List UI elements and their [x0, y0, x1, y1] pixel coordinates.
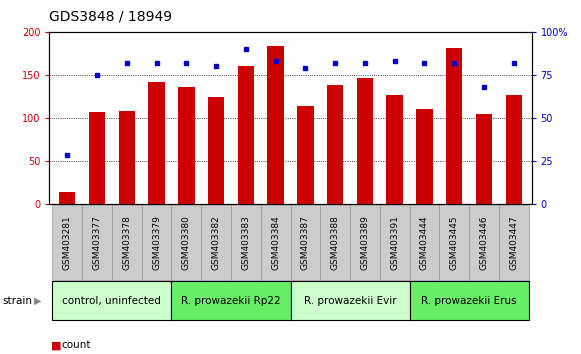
Text: GSM403379: GSM403379	[152, 215, 161, 270]
Text: GSM403377: GSM403377	[92, 215, 102, 270]
Bar	[505, 95, 522, 204]
Text: GSM403387: GSM403387	[301, 215, 310, 270]
Bar	[416, 109, 433, 204]
Text: GSM403445: GSM403445	[450, 215, 459, 270]
Bar	[476, 114, 492, 204]
Bar	[446, 48, 462, 204]
Text: GSM403444: GSM403444	[420, 215, 429, 270]
Text: ▶: ▶	[34, 296, 41, 306]
Bar	[148, 82, 165, 204]
Text: GDS3848 / 18949: GDS3848 / 18949	[49, 9, 173, 23]
Text: control, uninfected: control, uninfected	[63, 296, 162, 306]
Text: GSM403391: GSM403391	[390, 215, 399, 270]
Text: GSM403389: GSM403389	[360, 215, 370, 270]
Text: ■: ■	[51, 340, 62, 350]
Bar	[297, 106, 314, 204]
Bar	[386, 95, 403, 204]
Text: R. prowazekii Rp22: R. prowazekii Rp22	[181, 296, 281, 306]
Text: GSM403380: GSM403380	[182, 215, 191, 270]
Text: GSM403384: GSM403384	[271, 215, 280, 270]
Text: count: count	[61, 340, 91, 350]
Text: R. prowazekii Erus: R. prowazekii Erus	[421, 296, 517, 306]
Text: GSM403281: GSM403281	[63, 215, 71, 270]
Text: GSM403383: GSM403383	[241, 215, 250, 270]
Bar	[267, 46, 284, 204]
Text: GSM403382: GSM403382	[211, 215, 221, 270]
Bar	[119, 111, 135, 204]
Bar	[327, 85, 343, 204]
Text: GSM403447: GSM403447	[510, 215, 518, 270]
Bar	[208, 97, 224, 204]
Bar	[238, 66, 254, 204]
Bar	[89, 112, 105, 204]
Bar	[59, 192, 76, 204]
Text: R. prowazekii Evir: R. prowazekii Evir	[304, 296, 396, 306]
Text: GSM403388: GSM403388	[331, 215, 340, 270]
Text: strain: strain	[3, 296, 33, 306]
Bar	[178, 87, 195, 204]
Text: GSM403446: GSM403446	[479, 215, 489, 270]
Text: GSM403378: GSM403378	[122, 215, 131, 270]
Bar	[357, 78, 373, 204]
